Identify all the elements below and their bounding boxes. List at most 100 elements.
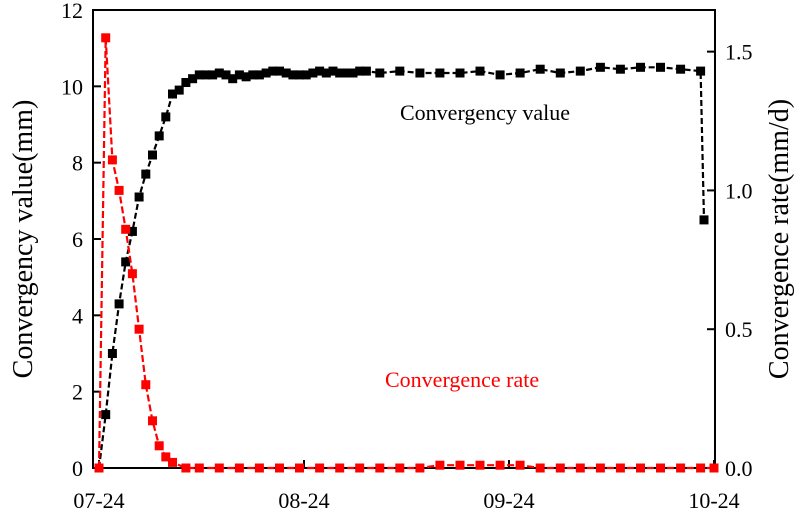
right-axis: 0.0 0.5 1.0 1.5: [707, 40, 753, 481]
rate-series-point: [214, 463, 224, 473]
rate-series-point: [194, 463, 204, 473]
rate-series-point: [295, 463, 304, 473]
value-series-point: [194, 70, 204, 80]
value-series-point: [335, 68, 345, 78]
rate-series-point: [121, 224, 131, 234]
rate-series-point: [234, 463, 244, 473]
right-tick-label: 1.0: [725, 178, 753, 203]
value-series-point: [375, 68, 385, 78]
value-series-line: [97, 66, 706, 469]
value-series-point: [181, 78, 191, 87]
rate-series-line: [97, 37, 714, 470]
value-series-point: [201, 70, 211, 80]
left-tick-label: 10: [61, 74, 83, 99]
x-tick-label: 07-24: [73, 488, 124, 513]
value-series-point: [221, 70, 231, 80]
rate-series-point: [94, 463, 104, 473]
value-series-point: [341, 68, 351, 78]
value-series-point: [134, 192, 144, 202]
value-series-point: [288, 70, 298, 80]
value-series-point: [515, 68, 525, 78]
value-series-annotation: Convergency value: [400, 100, 570, 125]
value-series-point: [261, 68, 271, 78]
rate-series-point: [355, 463, 365, 473]
value-series-point: [555, 68, 565, 78]
rate-series-point: [595, 463, 605, 473]
rate-series-point: [555, 463, 565, 473]
value-series-point: [595, 62, 605, 72]
value-series-point: [696, 66, 706, 76]
right-axis-title: Convergence rate(mm/d): [764, 99, 795, 379]
value-series-point: [308, 68, 318, 78]
value-series-point: [475, 66, 485, 76]
rate-series-point: [134, 324, 144, 334]
value-series-point: [676, 64, 686, 74]
rate-series-point: [696, 463, 706, 473]
left-tick-label: 12: [61, 0, 83, 23]
rate-series-point: [107, 155, 117, 165]
series-layer: [94, 33, 719, 473]
left-tick-label: 6: [72, 227, 83, 252]
rate-series-point: [475, 460, 485, 470]
value-series-point: [275, 66, 284, 76]
value-series-point: [455, 68, 465, 78]
rate-series-point: [395, 463, 405, 473]
right-tick-label: 0.0: [725, 456, 753, 481]
rate-series-point: [636, 463, 645, 473]
left-axis-title: Convergency value(mm): [8, 100, 39, 379]
rate-series-point: [114, 185, 124, 195]
value-series-point: [355, 66, 365, 76]
value-series-point: [301, 70, 311, 80]
value-series-point: [321, 68, 331, 78]
value-series-point: [295, 70, 304, 80]
value-series-point: [141, 169, 151, 179]
value-series-point: [415, 68, 425, 78]
value-series-point: [121, 257, 131, 267]
rate-series-point: [575, 463, 585, 473]
x-tick-label: 08-24: [278, 488, 329, 513]
x-tick-label: 09-24: [483, 488, 534, 513]
rate-series-point: [709, 463, 719, 473]
value-series-point: [268, 66, 278, 76]
rate-series-point: [148, 416, 157, 426]
rate-series-point: [676, 463, 686, 473]
value-series-point: [395, 66, 405, 76]
value-series-point: [435, 68, 445, 78]
value-series-point: [214, 68, 224, 78]
value-series-point: [495, 70, 505, 80]
right-tick-label: 1.5: [725, 40, 753, 65]
rate-series-point: [275, 463, 284, 473]
rate-series-annotation: Convergence rate: [385, 367, 539, 392]
value-series-point: [361, 66, 371, 76]
left-axis: 0 2 4 6 8 10 12: [61, 0, 101, 481]
rate-series-point: [101, 33, 111, 43]
left-tick-label: 8: [72, 151, 83, 176]
rate-series-point: [656, 463, 665, 473]
left-tick-label: 0: [72, 456, 83, 481]
left-tick-label: 4: [72, 303, 83, 328]
rate-series-point: [415, 463, 425, 473]
rate-series-point: [375, 463, 385, 473]
value-series-point: [174, 85, 184, 95]
rate-series-point: [615, 463, 625, 473]
rate-series-point: [495, 460, 505, 470]
x-tick-label: 10-24: [688, 488, 739, 513]
rate-series-point: [535, 463, 545, 473]
value-series-point: [114, 299, 124, 309]
value-series-point: [535, 64, 545, 74]
value-series-point: [168, 89, 177, 99]
rate-series-point: [435, 460, 445, 470]
value-series-point: [107, 349, 117, 358]
value-series-point: [127, 226, 137, 236]
value-series-point: [148, 150, 157, 160]
value-series-point: [636, 62, 645, 72]
value-series-point: [188, 74, 198, 84]
value-series-point: [161, 112, 171, 122]
value-series-point: [228, 74, 238, 84]
rate-series-point: [127, 269, 137, 279]
value-series-point: [208, 70, 218, 80]
value-series-point: [101, 410, 111, 420]
value-series-point: [248, 70, 258, 80]
value-series-point: [656, 62, 665, 72]
rate-series-point: [515, 460, 525, 470]
